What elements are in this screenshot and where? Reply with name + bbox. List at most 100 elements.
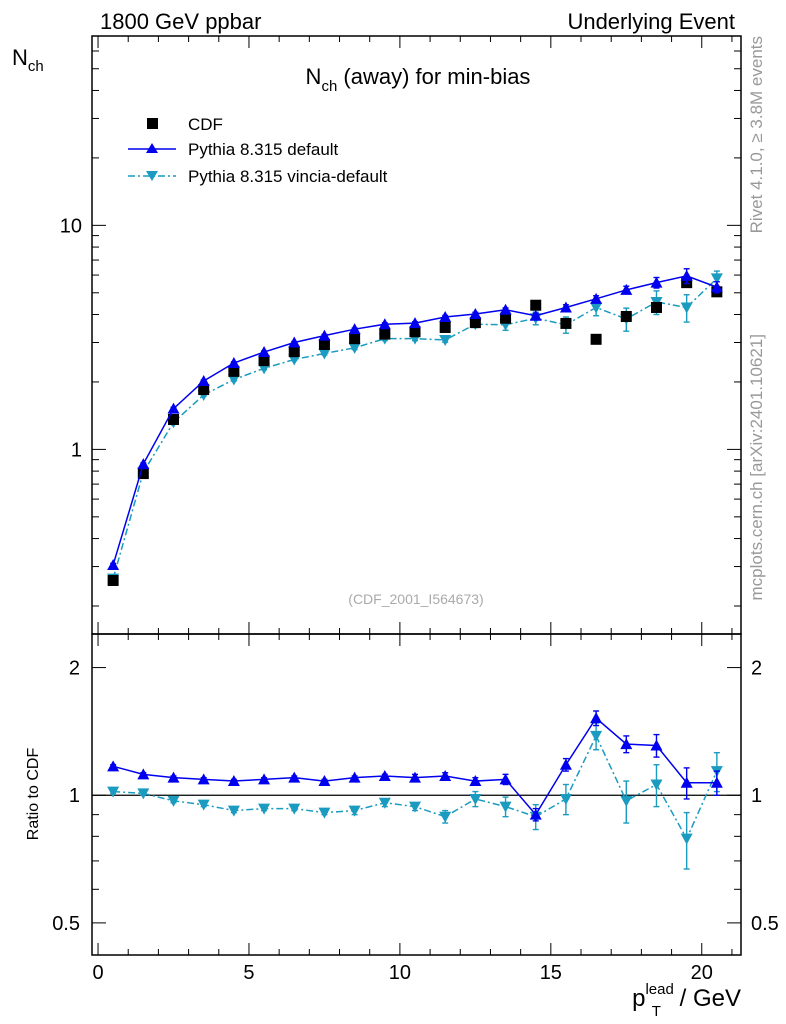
pythia-default-point: [710, 281, 723, 293]
xlabel-sup: lead: [645, 981, 673, 998]
ratio-pythia-default-point: [348, 771, 361, 783]
vincia-point: [348, 342, 361, 354]
ratio-vincia-point: [318, 807, 331, 819]
main-ylabel: Nch: [12, 45, 44, 75]
pythia-default-point: [288, 336, 301, 348]
pythia-default-point: [137, 458, 150, 470]
cdf-point: [590, 333, 602, 345]
legend-pythia-label: Pythia 8.315 default: [188, 140, 339, 159]
legend-pythia-marker: [146, 143, 158, 153]
ratio-vincia-point: [408, 801, 421, 813]
x-tick-label: 0: [92, 962, 103, 984]
pythia-default-point: [318, 329, 331, 341]
main-title-rest: (away) for min-bias: [337, 64, 530, 89]
header-right: Underlying Event: [567, 9, 735, 34]
vincia-point: [710, 273, 723, 285]
ratio-pythia-default-point: [197, 773, 210, 785]
cdf-point: [439, 322, 451, 334]
ratio-y-tick-label: 2: [69, 658, 80, 680]
ratio-pythia-default-point: [529, 808, 542, 820]
xlabel-rest: / GeV: [673, 985, 741, 1012]
x-tick-label: 10: [389, 962, 411, 984]
pythia-default-point: [348, 323, 361, 335]
pythia-default-point: [439, 310, 452, 322]
main-marks: [107, 268, 723, 586]
ratio-pythia-default-point: [439, 770, 452, 782]
ratio-pythia-default-point: [167, 771, 180, 783]
main-ticks: 1 10: [60, 35, 741, 634]
ratio-vincia-point: [680, 833, 693, 845]
main-ylabel-main: N: [12, 45, 28, 70]
vincia-point: [680, 302, 693, 314]
ratio-pythia-default-point: [499, 773, 512, 785]
vincia-point: [227, 374, 240, 386]
ratio-pythia-default-point: [680, 776, 693, 788]
ratio-pythia-default-point: [227, 775, 240, 787]
ratio-vincia-point: [167, 795, 180, 807]
ratio-pythia-default-point: [650, 739, 663, 751]
ratio-y-tick-label: 1: [69, 785, 80, 807]
ratio-ylabel: Ratio to CDF: [25, 748, 42, 841]
vincia-point: [439, 334, 452, 346]
pythia-default-point: [378, 318, 391, 330]
pythia-default-point: [680, 269, 693, 281]
x-tick-label: 5: [243, 962, 254, 984]
ratio-y-tick-label-right: 2: [751, 658, 762, 680]
cdf-point: [107, 574, 119, 586]
vincia-point: [318, 348, 331, 360]
pythia-default-point: [167, 402, 180, 414]
ratio-vincia-point: [620, 795, 633, 807]
pythia-default-point: [197, 374, 210, 386]
ratio-vincia-point: [258, 803, 271, 815]
pythia-default-point: [590, 292, 603, 304]
ratio-pythia-default-point: [288, 771, 301, 783]
pythia-default-point: [620, 283, 633, 295]
ratio-vincia-point: [469, 793, 482, 805]
main-ylabel-sub: ch: [28, 58, 44, 75]
mcplots-label: mcplots.cern.ch [arXiv:2401.10621]: [747, 334, 766, 600]
ratio-vincia-point: [137, 788, 150, 800]
cdf-point: [228, 365, 240, 377]
vincia-point: [590, 302, 603, 314]
ratio-pythia-default-point: [590, 712, 603, 724]
cdf-point: [560, 317, 572, 329]
cdf-point: [650, 301, 662, 313]
main-title-main: N: [306, 64, 322, 89]
pythia-default-point: [227, 357, 240, 369]
ratio-vincia-point: [590, 730, 603, 742]
ratio-pythia-default-point: [620, 738, 633, 750]
pythia-default-point: [408, 317, 421, 329]
ratio-y-tick-label: 0.5: [52, 913, 80, 935]
ratio-vincia-point: [650, 779, 663, 791]
vincia-point: [288, 354, 301, 366]
main-title-sub: ch: [321, 78, 337, 95]
cdf-point: [530, 299, 542, 311]
pythia-default-point: [650, 276, 663, 288]
cdf-point: [168, 413, 180, 425]
legend-cdf-marker: [147, 118, 158, 129]
cdf-point: [379, 328, 391, 340]
cdf-point: [318, 338, 330, 350]
ratio-vincia-point: [559, 793, 572, 805]
ratio-marks: [107, 710, 723, 870]
ratio-vincia-point: [227, 805, 240, 817]
xlabel: plead T / GeV: [632, 981, 741, 1020]
cdf-point: [409, 326, 421, 338]
cdf-point: [137, 468, 149, 480]
ratio-vincia-point: [197, 799, 210, 811]
ratio-vincia-point: [107, 786, 120, 798]
pythia-default-point: [499, 303, 512, 315]
ratio-ticks: 0 5 10 15 20 0.5 0.5 1 1 2 2: [52, 634, 779, 984]
main-y-tick-label: 10: [60, 215, 82, 237]
ratio-pythia-default-point: [408, 771, 421, 783]
xlabel-main: p: [632, 985, 645, 1012]
ratio-y-tick-label-right: 0.5: [751, 913, 779, 935]
ratio-vincia-point: [378, 797, 391, 809]
cdf-point: [469, 317, 481, 329]
ratio-vincia-point: [439, 811, 452, 823]
cdf-point: [198, 384, 210, 396]
header-left: 1800 GeV ppbar: [100, 9, 261, 34]
xlabel-sub: T: [652, 1003, 661, 1020]
cdf-point: [620, 310, 632, 322]
